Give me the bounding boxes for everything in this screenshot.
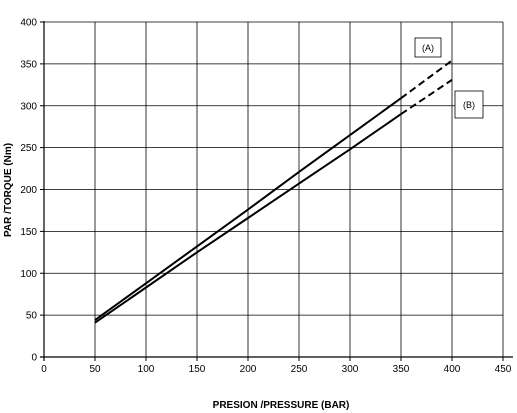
y-tick-label-3: 150 bbox=[20, 227, 37, 238]
series-labels: (A) (B) bbox=[414, 37, 484, 119]
series-line-dashed-1 bbox=[400, 78, 453, 115]
x-tick-label-3: 150 bbox=[189, 364, 206, 375]
y-tick-label-4: 200 bbox=[20, 185, 37, 196]
series-label-box-0 bbox=[414, 37, 442, 58]
y-tick-label-2: 100 bbox=[20, 269, 37, 280]
series-label-text-1: (B) bbox=[463, 100, 475, 110]
x-tick-label-5: 250 bbox=[291, 364, 308, 375]
x-axis-title: PRESION /PRESSURE (BAR) bbox=[213, 400, 350, 411]
series-label-1: (B) bbox=[454, 90, 484, 119]
series-line-solid-1 bbox=[94, 113, 402, 324]
x-tick-label-6: 300 bbox=[342, 364, 359, 375]
series-label-box-1 bbox=[454, 90, 484, 119]
x-tick-label-8: 400 bbox=[444, 364, 461, 375]
series-line-dashed-0 bbox=[400, 59, 453, 100]
y-tick-labels: 0 50 100 150 200 250 300 350 400 bbox=[20, 18, 37, 364]
x-tick-label-1: 50 bbox=[89, 364, 101, 375]
x-tick-label-2: 100 bbox=[138, 364, 155, 375]
grid-lines bbox=[44, 21, 504, 357]
y-axis-title: PAR /TORQUE (Nm) bbox=[3, 143, 14, 237]
series-line-solid-0 bbox=[94, 97, 402, 321]
x-tick-label-0: 0 bbox=[41, 364, 47, 375]
y-tick-label-5: 250 bbox=[20, 143, 37, 154]
y-tick-label-8: 400 bbox=[20, 18, 37, 29]
axes bbox=[40, 21, 513, 361]
series-lines bbox=[94, 59, 453, 324]
series-label-0: (A) bbox=[414, 37, 442, 58]
series-label-text-0: (A) bbox=[422, 43, 434, 53]
x-tick-label-4: 200 bbox=[240, 364, 257, 375]
y-tick-label-7: 350 bbox=[20, 59, 37, 70]
y-tick-label-1: 50 bbox=[26, 311, 38, 322]
x-tick-labels: 0 50 100 150 200 250 300 350 400 450 bbox=[41, 364, 512, 375]
y-tick-label-0: 0 bbox=[31, 353, 37, 364]
y-tick-label-6: 300 bbox=[20, 101, 37, 112]
x-tick-label-9: 450 bbox=[495, 364, 512, 375]
x-tick-label-7: 350 bbox=[393, 364, 410, 375]
